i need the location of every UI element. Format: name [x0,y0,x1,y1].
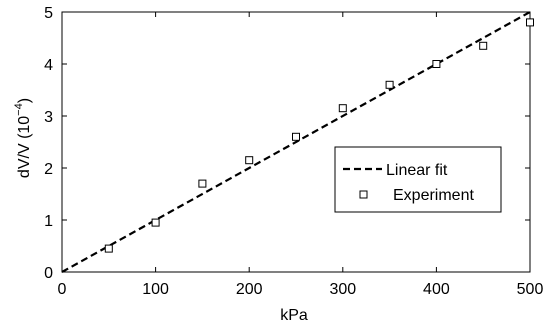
plot-frame [61,11,531,273]
x-axis-label: kPa [280,307,308,324]
experiment-point [338,104,347,113]
y-axis-label: dV/V (10−4) [13,98,33,178]
axis-ticks: 0 100 200 300 400 500 0 1 2 3 4 5 [44,5,543,298]
legend-box [334,146,502,213]
experiment-point [432,60,441,68]
x-tick-label: 400 [423,281,450,298]
y-tick-label: 1 [44,213,53,230]
legend-linear-fit-label: Linear fit [386,162,448,179]
linear-fit-line [61,11,531,273]
experiment-point [245,156,254,165]
experiment-point [385,80,394,89]
y-axis-label-main: dV/V (10 [16,116,33,178]
experiment-point [292,132,300,141]
y-tick-label: 0 [44,265,53,282]
experiment-point [479,41,488,50]
x-tick-label: 100 [142,281,169,298]
x-tick-label: 0 [58,281,67,298]
y-axis-label-exponent: −4 [13,103,25,116]
legend: Linear fit Experiment [334,146,502,213]
x-tick-label: 500 [517,281,544,298]
legend-experiment-label: Experiment [393,187,474,204]
y-tick-label: 4 [44,57,53,74]
x-tick-label: 300 [329,281,356,298]
y-tick-label: 3 [44,109,53,126]
legend-experiment-swatch [359,190,368,199]
y-axis-label-close: ) [16,98,33,103]
experiment-point [151,218,160,227]
y-tick-label: 5 [44,5,53,22]
experiment-point [104,244,113,253]
plot-area [61,11,531,273]
experiment-point [198,179,207,188]
experiment-point [526,18,534,27]
x-tick-label: 200 [236,281,263,298]
data-marks [61,11,534,273]
y-tick-label: 2 [44,161,53,178]
